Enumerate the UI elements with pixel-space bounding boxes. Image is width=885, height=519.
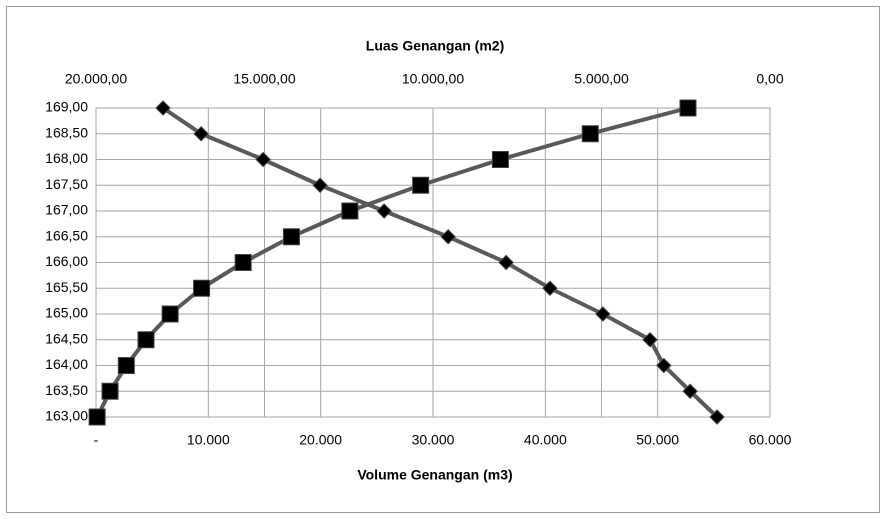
square-marker xyxy=(581,125,599,143)
diamond-marker xyxy=(542,280,558,296)
y-tick-label: 166,00 xyxy=(45,253,88,269)
diamond-marker xyxy=(642,332,658,348)
square-marker xyxy=(491,151,509,168)
square-marker xyxy=(679,99,697,117)
x2-tick-label: 0,00 xyxy=(756,71,783,87)
square-marker xyxy=(101,382,119,400)
x-tick-label: 50.000 xyxy=(636,432,679,448)
y-tick-label: 166,50 xyxy=(45,227,88,243)
square-marker xyxy=(137,331,155,349)
x2-tick-label: 20.000,00 xyxy=(65,71,127,87)
y-tick-label: 168,50 xyxy=(45,124,88,140)
y-tick-label: 167,00 xyxy=(45,202,88,218)
x2-tick-label: 10.000,00 xyxy=(402,71,464,87)
x-tick-label: 40.000 xyxy=(524,432,567,448)
y-tick-label: 163,50 xyxy=(45,382,88,398)
diamond-marker xyxy=(440,229,456,245)
diamond-marker xyxy=(312,177,328,193)
y-tick-label: 164,50 xyxy=(45,330,88,346)
diamond-marker xyxy=(709,409,725,425)
x-tick-label: - xyxy=(94,432,99,448)
diamond-marker xyxy=(193,126,209,142)
square-marker xyxy=(282,228,300,246)
x-tick-label: 20.000 xyxy=(299,432,342,448)
x2-tick-label: 15.000,00 xyxy=(233,71,295,87)
square-marker xyxy=(161,305,179,323)
square-marker xyxy=(234,254,252,271)
x-axis-title: Volume Genangan (m3) xyxy=(357,467,512,483)
diamond-marker xyxy=(376,203,392,219)
y-tick-label: 164,00 xyxy=(45,356,88,372)
top-axis-title: Luas Genangan (m2) xyxy=(366,38,504,54)
x2-tick-label: 5.000,00 xyxy=(574,71,629,87)
y-tick-label: 168,00 xyxy=(45,150,88,166)
y-tick-label: 165,50 xyxy=(45,279,88,295)
x-tick-label: 10.000 xyxy=(187,432,230,448)
diamond-marker xyxy=(498,254,514,271)
y-tick-label: 167,50 xyxy=(45,176,88,192)
square-marker xyxy=(88,408,106,426)
square-marker xyxy=(412,176,430,194)
x-tick-label: 60.000 xyxy=(749,432,792,448)
diamond-marker xyxy=(656,357,672,374)
chart-frame xyxy=(6,6,880,513)
plot-area-border xyxy=(95,107,771,418)
y-tick-label: 165,00 xyxy=(45,305,88,321)
y-tick-label: 169,00 xyxy=(45,99,88,115)
diamond-marker xyxy=(595,306,611,322)
diamond-marker xyxy=(682,383,698,399)
diamond-marker xyxy=(155,100,171,116)
square-marker xyxy=(117,357,135,374)
square-marker xyxy=(193,279,211,297)
y-tick-label: 163,00 xyxy=(45,408,88,424)
x-tick-label: 30.000 xyxy=(412,432,455,448)
diamond-marker xyxy=(255,151,271,168)
square-marker xyxy=(341,202,359,220)
